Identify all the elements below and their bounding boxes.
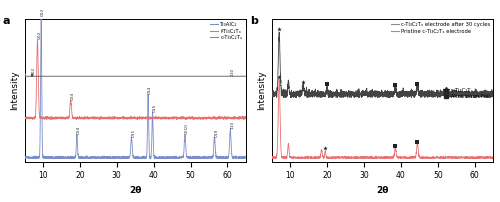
Y-axis label: Intensity: Intensity [257, 71, 266, 110]
Text: 110: 110 [231, 67, 235, 76]
Text: 014: 014 [148, 85, 152, 94]
Text: 110: 110 [230, 121, 234, 129]
Legend:  c-Ti₃C₂Tₓ,  Aluminium Foil: c-Ti₃C₂Tₓ, Aluminium Foil [444, 87, 490, 100]
X-axis label: 2θ: 2θ [376, 186, 388, 195]
Text: 011: 011 [132, 129, 136, 137]
Text: 004: 004 [77, 126, 81, 134]
Text: 002: 002 [41, 7, 45, 16]
Legend: Ti₃AlC₂, f-Ti₃C₂Tₓ, c-Ti₃C₂Tₓ: Ti₃AlC₂, f-Ti₃C₂Tₓ, c-Ti₃C₂Tₓ [210, 22, 243, 41]
Text: 002: 002 [38, 31, 42, 39]
Y-axis label: Intensity: Intensity [10, 71, 19, 110]
X-axis label: 2θ: 2θ [129, 186, 141, 195]
Text: b: b [250, 16, 258, 26]
Text: 004: 004 [70, 92, 74, 100]
Text: 0010: 0010 [185, 123, 189, 134]
Text: 002: 002 [32, 67, 36, 76]
Text: 015: 015 [152, 104, 156, 112]
Text: 019: 019 [214, 129, 218, 137]
Text: a: a [2, 16, 10, 26]
